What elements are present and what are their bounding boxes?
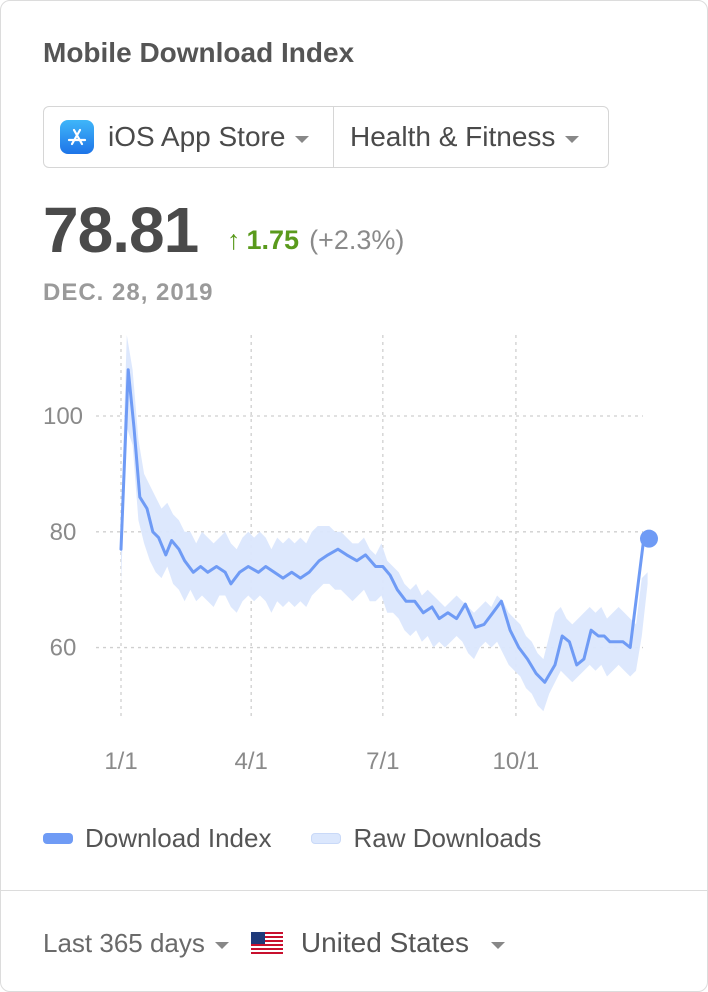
chart-legend: Download Index Raw Downloads <box>43 823 581 854</box>
us-flag-icon <box>250 932 283 954</box>
card-footer: Last 365 days United States <box>43 921 505 965</box>
store-dropdown-label: iOS App Store <box>108 121 286 152</box>
legend-swatch-raw-downloads <box>311 833 342 844</box>
category-dropdown-label: Health & Fitness <box>350 121 556 152</box>
chevron-down-icon <box>565 135 580 143</box>
change-absolute: 1.75 <box>246 225 300 255</box>
x-tick-label: 4/1 <box>235 748 268 775</box>
x-tick-label: 10/1 <box>493 748 540 775</box>
x-tick-label: 1/1 <box>104 748 137 775</box>
latest-value-point <box>640 529 658 548</box>
legend-label-raw-downloads: Raw Downloads <box>353 823 542 853</box>
change-percent: (+2.3%) <box>309 225 405 255</box>
chevron-down-icon <box>295 135 310 143</box>
download-index-chart: 100 80 60 1/1 4/1 7/1 10/1 <box>43 335 658 775</box>
country-dropdown[interactable]: United States <box>250 927 505 959</box>
chevron-down-icon <box>491 941 505 949</box>
download-index-line <box>119 368 651 684</box>
legend-label-download-index: Download Index <box>85 823 272 853</box>
y-tick-label: 60 <box>50 635 77 662</box>
date-range-label: Last 365 days <box>43 927 205 958</box>
index-change: ↑ 1.75 (+2.3%) <box>227 225 404 256</box>
legend-swatch-download-index <box>43 833 73 844</box>
chevron-down-icon <box>214 941 229 949</box>
date-range-dropdown[interactable]: Last 365 days <box>43 928 229 959</box>
as-of-date: DEC. 28, 2019 <box>43 279 214 306</box>
x-tick-label: 7/1 <box>366 748 399 775</box>
arrow-up-icon: ↑ <box>227 225 241 255</box>
y-tick-label: 100 <box>43 403 83 430</box>
legend-item-raw-downloads[interactable]: Raw Downloads <box>311 823 541 854</box>
category-dropdown[interactable]: Health & Fitness <box>334 107 608 167</box>
store-category-selector: iOS App Store Health & Fitness <box>43 106 609 168</box>
legend-item-download-index[interactable]: Download Index <box>43 823 271 854</box>
footer-divider <box>1 890 707 891</box>
store-dropdown[interactable]: iOS App Store <box>44 107 334 167</box>
card-title: Mobile Download Index <box>43 37 355 68</box>
app-store-icon <box>60 120 94 154</box>
raw-downloads-band <box>121 335 648 712</box>
y-tick-label: 80 <box>50 519 77 546</box>
country-label: United States <box>300 927 469 958</box>
index-value: 78.81 <box>43 194 199 266</box>
